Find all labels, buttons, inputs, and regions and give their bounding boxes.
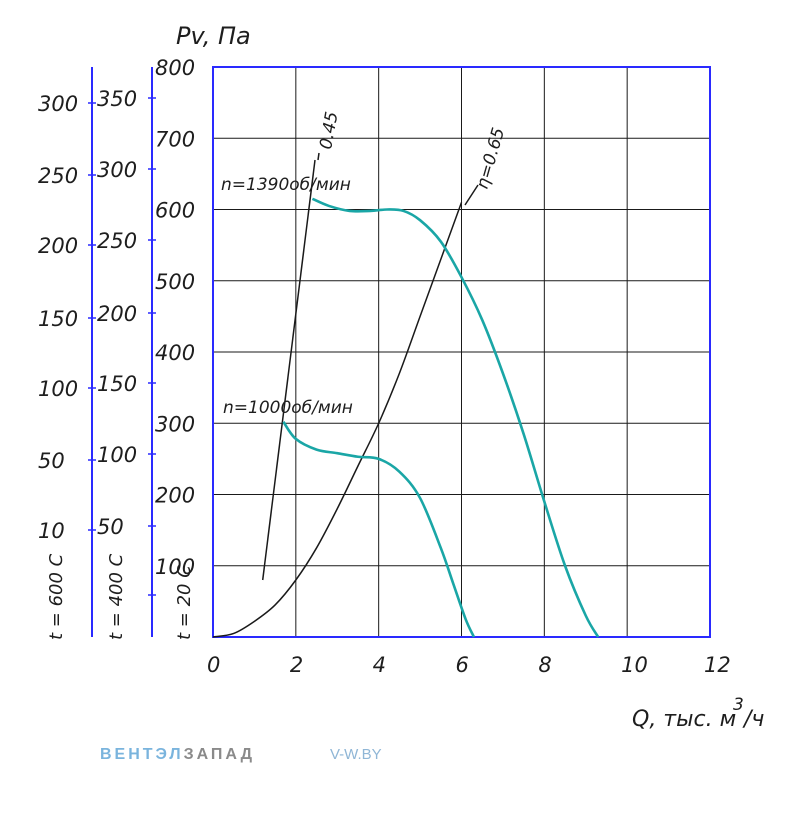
aux1-tick-label: 200: [38, 234, 78, 258]
x-axis-label-suffix: /ч: [742, 707, 764, 732]
y-tick-label: 400: [155, 341, 195, 365]
aux2-tick-label: 350: [97, 87, 137, 111]
site-link[interactable]: V-W.BY: [330, 746, 382, 763]
aux1-tick-label: 250: [38, 164, 78, 188]
aux1-tick-label: 10: [38, 519, 65, 543]
y-tick-label: 800: [155, 56, 195, 80]
x-tick-label: 12: [704, 653, 731, 677]
x-axis-label: Q, тыс. м: [632, 707, 736, 732]
aux-axis-title-2: t = 400 С: [106, 553, 127, 640]
efficiency-line-065: [464, 184, 479, 206]
y-tick-label: 500: [155, 270, 195, 294]
aux1-tick-label: 50: [38, 449, 65, 473]
aux2-tick-label: 250: [97, 229, 137, 253]
aux-axis-title-1: t = 600 С: [46, 553, 67, 640]
y-tick-label: 300: [155, 412, 195, 436]
brand-logo: ВЕНТЭЛЗАПАД: [100, 746, 255, 764]
efficiency-tick-045: [317, 152, 320, 161]
brand-part2: ЗАПАД: [183, 746, 255, 763]
aux1-tick-label: 100: [38, 377, 78, 401]
x-axis-label-sup: 3: [733, 695, 744, 715]
x-tick-label: 6: [456, 653, 469, 677]
plot-frame: [212, 66, 711, 638]
brand-part1: ВЕНТЭЛ: [100, 746, 184, 763]
y-tick-label: 700: [155, 127, 195, 151]
aux2-tick-label: 150: [97, 372, 137, 396]
efficiency-label-065: η=0.65: [473, 125, 510, 191]
efficiency-line-045: [261, 159, 316, 581]
y-tick-label: 100: [155, 555, 195, 579]
series-label-1000: n=1000об/мин: [223, 398, 353, 418]
x-tick-label: 4: [373, 653, 386, 677]
x-tick-label: 10: [621, 653, 648, 677]
aux-axis-title-3: t = 20 С: [174, 565, 195, 640]
y-axis-label: Pv, Па: [176, 22, 251, 50]
aux1-tick-label: 300: [38, 92, 78, 116]
aux1-tick-label: 150: [38, 307, 78, 331]
aux2-tick-label: 100: [97, 443, 137, 467]
aux2-tick-label: 50: [97, 515, 124, 539]
aux2-tick-label: 300: [97, 158, 137, 182]
x-tick-label: 0: [207, 653, 220, 677]
efficiency-label-045: 0.45: [316, 110, 342, 151]
y-tick-label: 200: [155, 484, 195, 508]
system-curve-line: [212, 202, 463, 638]
x-tick-label: 8: [538, 653, 551, 677]
fan-curve-line-1: [311, 197, 600, 638]
series-label-1390: n=1390об/мин: [221, 175, 351, 195]
aux2-tick-label: 200: [97, 302, 137, 326]
fan-curve-line-2: [282, 421, 476, 638]
y-tick-label: 600: [155, 199, 195, 223]
x-tick-label: 2: [290, 653, 303, 677]
